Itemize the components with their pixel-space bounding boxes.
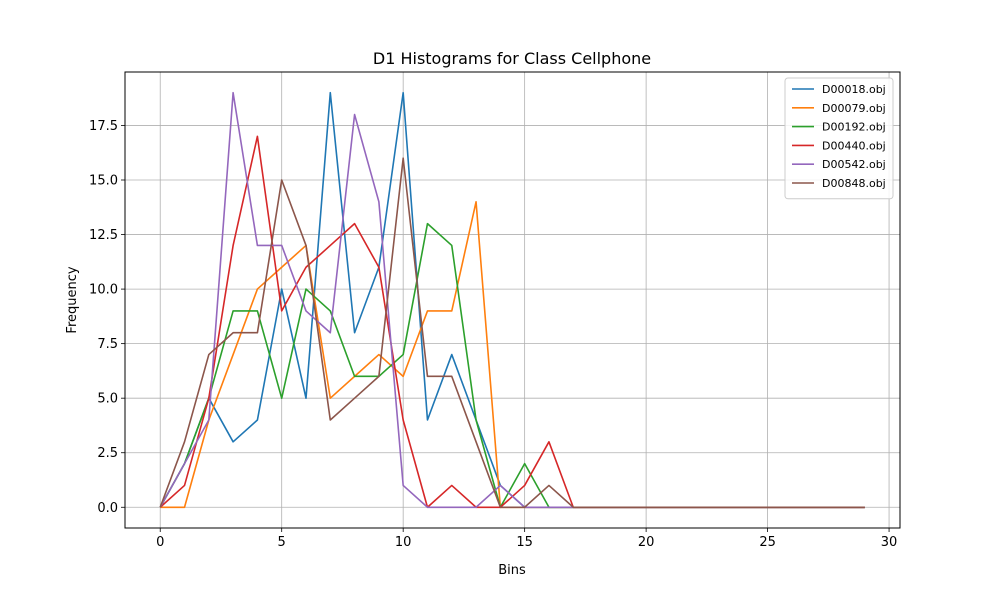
y-tick-label: 17.5 (89, 119, 118, 134)
y-tick-label: 0.0 (97, 501, 118, 516)
y-tick-label: 15.0 (89, 174, 118, 189)
x-axis-label: Bins (498, 563, 526, 578)
series-line-2 (160, 201, 865, 509)
grid (125, 72, 900, 528)
series-lines (159, 91, 865, 509)
x-axis: 0 5 10 15 20 25 30 (156, 528, 897, 550)
x-tick-label: 0 (156, 535, 164, 550)
series-line-1 (159, 91, 865, 509)
y-tick-label: 12.5 (89, 228, 118, 243)
x-tick-label: 20 (638, 535, 655, 550)
y-tick-label: 5.0 (97, 392, 118, 407)
x-tick-label: 15 (516, 535, 533, 550)
legend-label: D00848.obj (822, 177, 886, 190)
x-tick-label: 25 (759, 535, 776, 550)
x-tick-label: 5 (278, 535, 286, 550)
y-tick-label: 10.0 (89, 283, 118, 298)
legend-label: D00079.obj (822, 102, 886, 115)
x-tick-label: 30 (881, 535, 898, 550)
series-line-5 (159, 91, 865, 509)
legend-label: D00018.obj (822, 83, 886, 96)
legend-label: D00192.obj (822, 121, 886, 134)
legend: D00018.obj D00079.obj D00192.obj D00440.obj… (784, 77, 894, 200)
series-line-6 (159, 157, 865, 509)
series-line-3 (159, 222, 865, 509)
series-line-4 (159, 135, 865, 509)
y-tick-label: 7.5 (97, 337, 118, 352)
legend-label: D00440.obj (822, 139, 886, 152)
plot-frame (124, 71, 901, 529)
y-axis: 0.0 2.5 5.0 7.5 10.0 12.5 15.0 17.5 (89, 119, 125, 516)
chart-title: D1 Histograms for Class Cellphone (373, 49, 651, 68)
y-tick-label: 2.5 (97, 446, 118, 461)
x-tick-label: 10 (395, 535, 412, 550)
legend-label: D00542.obj (822, 158, 886, 171)
y-axis-label: Frequency (65, 266, 80, 333)
